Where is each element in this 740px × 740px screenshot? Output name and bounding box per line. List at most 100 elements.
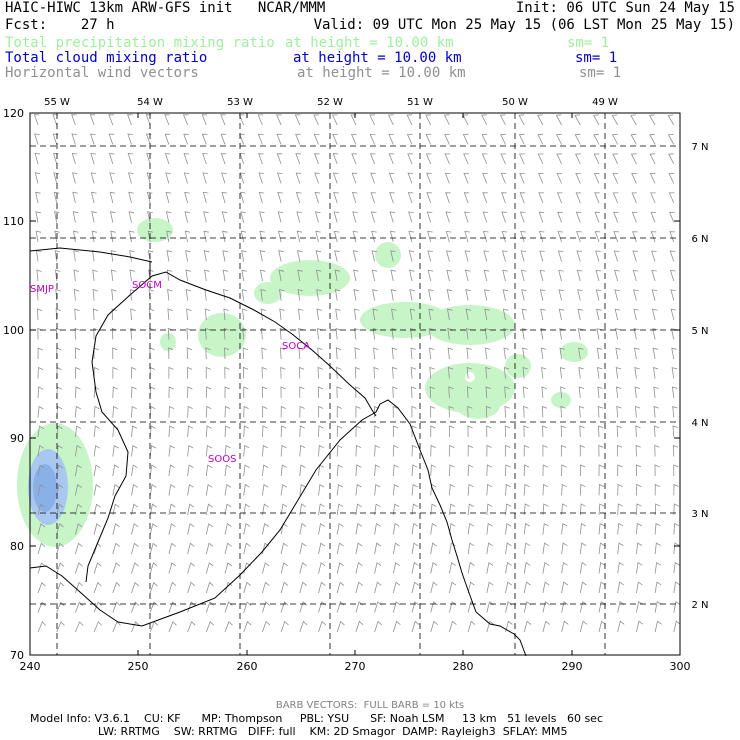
wind-barb: [614, 308, 621, 321]
wind-barb: [336, 405, 342, 418]
wind-barb: [149, 562, 158, 574]
wind-barb: [262, 620, 271, 633]
wind-barb: [523, 620, 532, 633]
wind-barb: [318, 581, 326, 594]
wind-barb: [261, 347, 267, 360]
field-cloud-name: Total cloud mixing ratio: [5, 50, 208, 66]
wind-barb: [561, 601, 569, 613]
wind-barb: [391, 328, 397, 340]
wind-barb: [668, 172, 675, 184]
wind-barb: [374, 620, 382, 633]
wind-barb: [653, 367, 659, 379]
wind-barb: [369, 114, 375, 126]
wind-barb: [317, 366, 323, 379]
wind-barb: [131, 366, 137, 379]
wind-barb: [466, 366, 472, 379]
wind-barb: [112, 366, 118, 379]
wind-barb: [296, 211, 302, 223]
wind-barb: [352, 211, 358, 223]
wind-barb: [295, 133, 301, 145]
wind-barb: [574, 133, 581, 145]
wind-barb: [518, 114, 525, 126]
wind-barb: [149, 621, 159, 633]
wind-barb: [223, 308, 229, 321]
wind-barb: [448, 405, 454, 418]
wind-barb: [429, 405, 436, 418]
wind-barb: [110, 269, 117, 282]
wind-barb: [332, 153, 339, 165]
wind-barb: [73, 250, 79, 262]
wind-barb: [296, 230, 303, 243]
wind-barb: [56, 601, 65, 613]
wind-barb: [336, 523, 344, 535]
wind-barb: [673, 620, 681, 633]
wind-barb: [579, 464, 586, 477]
wind-barb: [127, 153, 134, 165]
wind-barb: [258, 153, 264, 165]
wind-barb: [130, 308, 136, 321]
wind-barb: [165, 211, 172, 223]
wind-barb: [505, 503, 512, 516]
wind-barb: [314, 192, 321, 204]
wind-barb: [262, 386, 268, 398]
wind-barb: [668, 153, 675, 165]
wind-barb: [486, 581, 494, 594]
wind-barb: [224, 621, 233, 633]
wind-barb: [56, 503, 64, 516]
wind-barb: [202, 191, 209, 204]
wind-barb: [165, 172, 171, 184]
wind-barb: [294, 114, 301, 126]
wind-barb: [464, 211, 470, 223]
wind-barb: [240, 211, 246, 223]
precip-shading: [17, 218, 588, 547]
wind-barb: [406, 114, 413, 126]
wind-barb: [168, 444, 175, 457]
wind-barb: [410, 347, 416, 360]
wind-barb: [129, 289, 136, 301]
wind-barb: [71, 153, 78, 165]
wind-barb: [355, 386, 361, 399]
wind-barb: [428, 308, 434, 321]
wind-barb: [355, 483, 362, 496]
wind-barb: [523, 503, 530, 516]
wind-barb: [279, 327, 285, 340]
wind-barb: [371, 230, 377, 243]
wind-barb: [149, 366, 155, 379]
wind-barb: [409, 289, 415, 301]
wind-barb: [579, 425, 585, 438]
wind-barb: [220, 114, 226, 126]
wind-barb: [486, 601, 494, 613]
wind-barb: [75, 405, 81, 418]
wind-barb: [576, 269, 583, 282]
wind-barb: [353, 269, 359, 282]
wind-barb: [147, 230, 153, 243]
wind-barb: [574, 114, 581, 126]
lat-label: 2 N: [691, 600, 708, 611]
wind-barb: [518, 153, 525, 165]
wind-barb: [467, 425, 473, 438]
wind-barb: [372, 308, 378, 321]
wind-barb: [539, 250, 545, 262]
wind-barb: [56, 444, 63, 457]
wind-barb: [130, 347, 137, 360]
wind-barb: [523, 483, 530, 496]
wind-barb: [574, 153, 581, 165]
wind-barb: [93, 523, 102, 535]
wind-barb: [598, 503, 605, 516]
plot-frame: [29, 112, 681, 656]
wind-barb: [372, 328, 379, 340]
wind-barb: [243, 464, 250, 477]
wind-barb: [278, 269, 285, 282]
wind-barb: [336, 581, 345, 594]
wind-barb: [617, 601, 625, 613]
wind-barb: [579, 405, 585, 418]
wind-barb: [201, 133, 208, 145]
wind-barb: [483, 289, 490, 301]
wind-barb: [407, 192, 414, 204]
wind-barb: [185, 269, 191, 282]
border-line-inner: [151, 271, 377, 417]
wind-barb: [542, 542, 549, 555]
wind-barb: [350, 114, 357, 126]
wind-barb: [243, 444, 250, 457]
wind-barb: [182, 114, 189, 126]
